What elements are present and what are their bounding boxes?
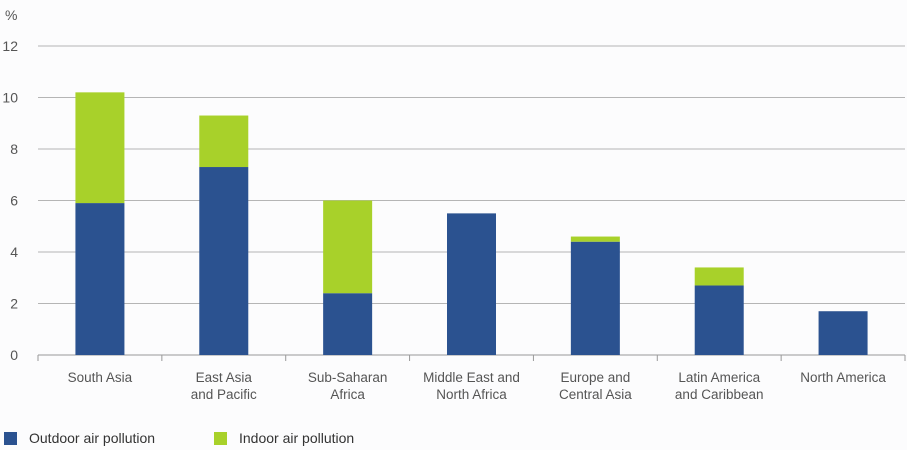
x-tick-label: North Africa	[436, 387, 507, 402]
y-tick-label: 10	[2, 90, 18, 106]
bar-outdoor	[199, 167, 249, 355]
x-tick-label: Europe and	[560, 370, 630, 385]
y-tick-label: 12	[2, 38, 18, 54]
legend-item-outdoor: Outdoor air pollution	[4, 430, 214, 446]
y-axis-label: %	[5, 7, 17, 23]
bar-outdoor	[818, 311, 868, 355]
bar-indoor	[323, 200, 373, 294]
y-tick-label: 0	[10, 347, 18, 363]
x-tick-label: Central Asia	[559, 387, 632, 402]
x-tick-label: Latin America	[678, 370, 760, 385]
bar-indoor	[570, 236, 620, 242]
bar-indoor	[199, 115, 249, 168]
x-tick-label: North America	[800, 370, 886, 385]
legend-swatch-indoor	[214, 431, 227, 445]
x-tick-label: and Caribbean	[675, 387, 764, 402]
bar-outdoor	[447, 213, 496, 355]
x-tick-label: Middle East and	[423, 370, 520, 385]
x-tick-label: Africa	[330, 387, 365, 402]
bar-outdoor	[75, 203, 125, 355]
bar-outdoor	[570, 241, 620, 355]
y-tick-label: 6	[10, 193, 18, 209]
y-tick-label: 4	[10, 244, 18, 260]
bar-outdoor	[323, 293, 373, 355]
bar-indoor	[75, 92, 125, 204]
legend: Outdoor air pollution Indoor air polluti…	[4, 430, 424, 446]
legend-swatch-outdoor	[4, 431, 17, 445]
legend-label-indoor: Indoor air pollution	[239, 430, 355, 446]
bar-indoor	[694, 267, 744, 286]
legend-item-indoor: Indoor air pollution	[214, 430, 424, 446]
y-tick-label: 2	[10, 296, 18, 312]
x-tick-label: and Pacific	[191, 387, 257, 402]
x-tick-label: Sub-Saharan	[308, 370, 388, 385]
stacked-bar-chart: % 0 2 4 6 8 10 12 South Asia East Asia and Pacific…	[2, 7, 906, 402]
x-tick-label: East Asia	[196, 370, 253, 385]
y-tick-label: 8	[10, 141, 18, 157]
legend-label-outdoor: Outdoor air pollution	[29, 430, 156, 446]
bar-outdoor	[694, 285, 744, 355]
x-tick-label: South Asia	[68, 370, 133, 385]
